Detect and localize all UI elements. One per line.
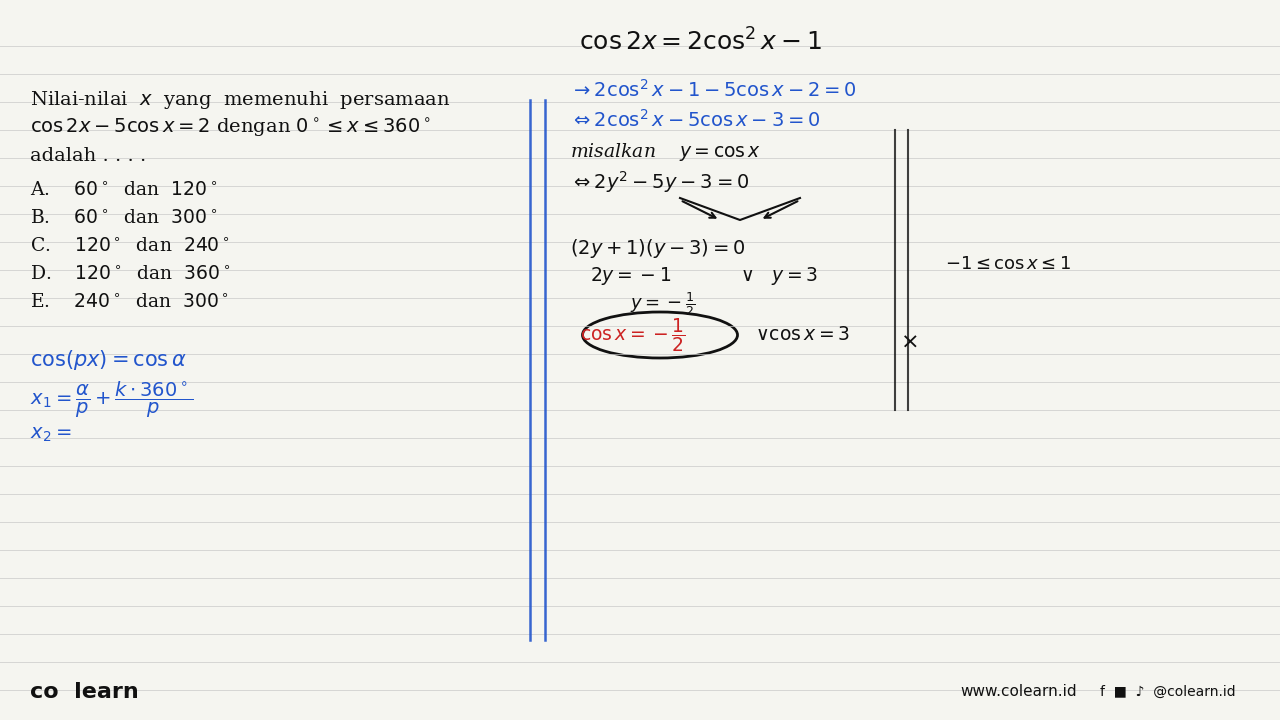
Text: f  ■  ♪  @colearn.id: f ■ ♪ @colearn.id	[1100, 685, 1235, 699]
Text: $y = -\frac{1}{2}$: $y = -\frac{1}{2}$	[630, 290, 695, 318]
Text: adalah . . . .: adalah . . . .	[29, 147, 146, 165]
Text: $\times$: $\times$	[900, 331, 918, 353]
Text: $\Leftrightarrow 2\cos^2 x - 5\cos x - 3 = 0$: $\Leftrightarrow 2\cos^2 x - 5\cos x - 3…	[570, 109, 820, 131]
Text: co  learn: co learn	[29, 682, 138, 702]
Text: $\cos x = -\dfrac{1}{2}$: $\cos x = -\dfrac{1}{2}$	[580, 316, 686, 354]
Text: $(2y + 1)(y - 3) = 0$: $(2y + 1)(y - 3) = 0$	[570, 236, 745, 259]
Text: A.    $60^\circ$  dan  $120^\circ$: A. $60^\circ$ dan $120^\circ$	[29, 181, 218, 199]
Text: $\Leftrightarrow  2y^2 - 5y - 3 = 0$: $\Leftrightarrow 2y^2 - 5y - 3 = 0$	[570, 169, 749, 195]
Text: Nilai-nilai  $x$  yang  memenuhi  persamaan: Nilai-nilai $x$ yang memenuhi persamaan	[29, 89, 451, 111]
Text: $\vee \cos x = 3$: $\vee \cos x = 3$	[755, 326, 850, 344]
Text: $x_1 = \dfrac{\alpha}{p} + \dfrac{k \cdot 360^\circ}{p}$: $x_1 = \dfrac{\alpha}{p} + \dfrac{k \cdo…	[29, 380, 193, 420]
Text: misalkan    $y = \cos x$: misalkan $y = \cos x$	[570, 141, 762, 163]
Text: B.    $60^\circ$  dan  $300^\circ$: B. $60^\circ$ dan $300^\circ$	[29, 209, 218, 227]
Text: D.    $120^\circ$  dan  $360^\circ$: D. $120^\circ$ dan $360^\circ$	[29, 265, 230, 283]
Text: C.    $120^\circ$  dan  $240^\circ$: C. $120^\circ$ dan $240^\circ$	[29, 237, 230, 255]
Text: www.colearn.id: www.colearn.id	[960, 685, 1076, 700]
Text: $\vee$   $y = 3$: $\vee$ $y = 3$	[740, 265, 818, 287]
Text: $-1 \leq \cos x \leq 1$: $-1 \leq \cos x \leq 1$	[945, 255, 1071, 273]
Text: $\cos 2x = 2\cos^2 x - 1$: $\cos 2x = 2\cos^2 x - 1$	[579, 28, 822, 55]
Text: $2y = -1$: $2y = -1$	[590, 265, 671, 287]
Text: $x_2 = $: $x_2 = $	[29, 426, 72, 444]
Text: $\rightarrow 2\cos^2 x - 1 - 5\cos x - 2 = 0$: $\rightarrow 2\cos^2 x - 1 - 5\cos x - 2…	[570, 79, 856, 101]
Text: $\cos 2x - 5\cos x = 2$ dengan $0^\circ \leq x \leq 360^\circ$: $\cos 2x - 5\cos x = 2$ dengan $0^\circ …	[29, 117, 430, 140]
Text: E.    $240^\circ$  dan  $300^\circ$: E. $240^\circ$ dan $300^\circ$	[29, 293, 229, 311]
Text: $\cos(px) = \cos \alpha$: $\cos(px) = \cos \alpha$	[29, 348, 187, 372]
